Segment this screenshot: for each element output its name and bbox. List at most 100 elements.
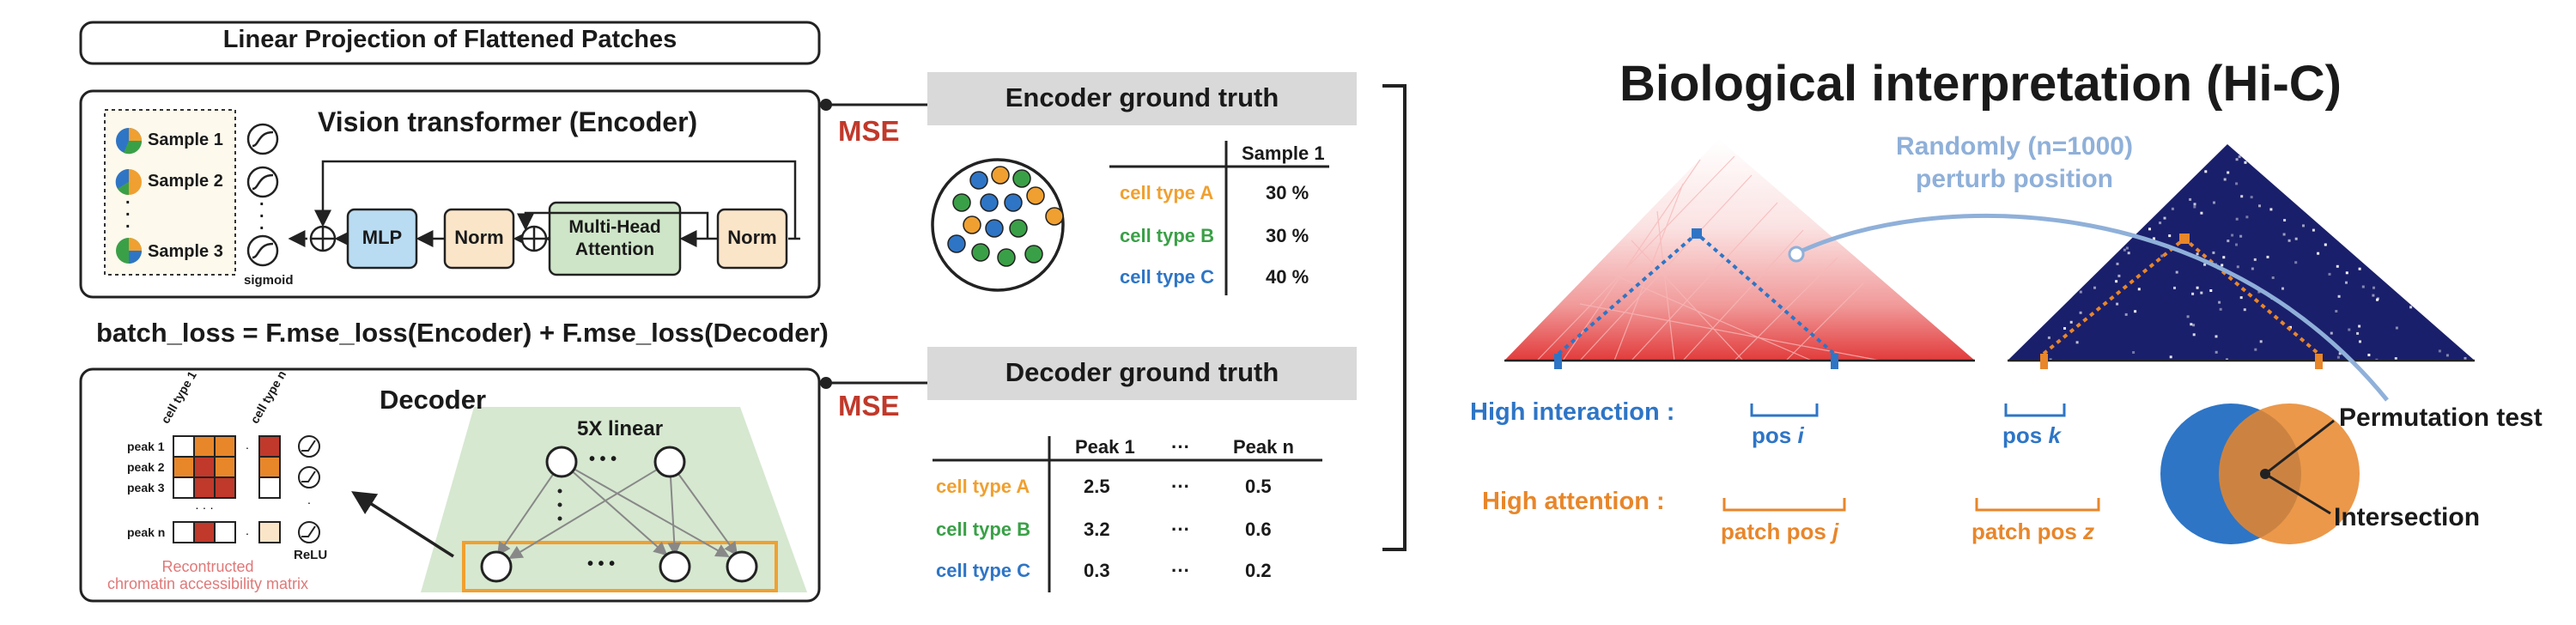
hic-speckle [2345,271,2348,275]
linear-nodes [480,446,758,583]
hic-speckle [2356,331,2360,335]
bio-title: Biological interpretation (Hi-C) [1619,56,2342,112]
hic-speckle [2116,262,2119,265]
hic-speckle [2191,292,2195,295]
hic-speckle [2250,196,2253,199]
encoder-mse-label: MSE [838,115,900,147]
sample-3-label: Sample 3 [148,242,223,261]
patch-pos-z-label: patch pos z [1971,519,2095,544]
hic-speckle [2266,255,2269,258]
linear-label: 5X linear [577,417,664,440]
sigmoid-ellipsis: ... [259,191,264,234]
encoder-title: Vision transformer (Encoder) [318,106,698,137]
hic-speckle [2283,219,2287,221]
group-bracket [1382,84,1406,551]
hic-speckle [2240,195,2244,198]
hic-speckle [2171,207,2174,210]
hic-speckle [2063,327,2066,330]
sample-1-label: Sample 1 [148,130,223,149]
sigmoid-icon-3 [246,234,279,267]
hic-speckle [2203,263,2207,266]
hic-speckle [2213,201,2215,204]
hic-speckle [2312,228,2315,232]
hic-speckle [2173,286,2176,289]
hic-speckle [2361,285,2365,288]
hic-speckle [2287,239,2291,242]
decoder-gt-a-mid: ··· [1171,476,1190,497]
output-layer-highlight [462,541,778,592]
hic-speckle [2125,246,2129,250]
hic-speckle [2302,224,2305,228]
hic-speckle [2282,233,2286,236]
hic-speckle [2200,211,2203,215]
linear-edges [496,461,738,560]
hic-speckle [2271,276,2275,279]
hic-speckle [2193,203,2196,206]
hic-speckle [2153,237,2155,240]
header-box [79,21,821,65]
hic-speckle [2231,234,2234,237]
hic-speckle [2238,155,2241,159]
perturb-arc [1793,213,2389,402]
encoder-gt-value-c: 40 % [1266,266,1309,288]
sample-2-pie-icon [115,168,142,196]
decoder-gt-a-1: 2.5 [1084,476,1110,497]
decoder-gt-a-n: 0.5 [1245,476,1272,497]
decoder-gt-type-b: cell type B [936,519,1031,540]
hic-speckle [2235,243,2238,246]
sigmoid-label: sigmoid [244,273,294,288]
hic-speckle [2159,221,2162,225]
encoder-gt-banner [927,72,1357,125]
hic-speckle [2115,280,2118,283]
patch-pos-z-bracket [1975,498,2100,512]
hic-speckle [2348,328,2351,331]
attention-label: Multi-Head Attention [568,217,661,259]
relu-dots: · [307,495,312,509]
hic-speckle [2317,252,2320,255]
hic-speckle [2251,267,2254,270]
hic-speckle [2219,307,2222,311]
hic-speckle [2223,178,2227,181]
hic-speckle [2169,355,2172,359]
patch-pos-j-label: patch pos j [1721,519,1839,544]
svg-text:·: · [246,440,250,454]
hic-speckle [2438,349,2441,353]
encoder-gt-type-c: cell type C [1120,266,1215,288]
hic-speckle [2294,237,2298,240]
pos-i-bracket [1750,404,1819,417]
svg-text:· · ·: · · · [195,501,214,514]
encoder-gt-type-a: cell type A [1120,182,1214,203]
decoder-gt-banner [927,347,1357,400]
residual-add-icon-1 [309,225,337,252]
hic-speckle [2395,326,2398,330]
hic-speckle [2116,302,2119,306]
hic-speckle [2236,265,2239,269]
hic-speckle [2335,310,2338,312]
relu-icon-2 [298,466,320,488]
relu-label: ReLU [294,548,328,562]
relu-icon-1 [298,435,320,458]
hic-speckle [2137,288,2141,291]
hic-speckle [2127,252,2130,255]
venn-diagram [2160,404,2360,544]
hic-speckle [2464,356,2467,360]
row-label-3: peak 3 [127,481,165,495]
hic-speckle [2257,290,2261,294]
hic-speckle [2200,291,2203,294]
pos-k-label: pos k [2002,422,2061,448]
hic-speckle [2132,351,2136,354]
hic-speckle [2196,286,2199,289]
relu-icon-3 [298,521,320,543]
hic-speckle [2221,264,2224,267]
hic-speckle [2345,281,2348,284]
hic-speckle [2186,315,2190,319]
sample-ellipsis: ... [125,189,131,232]
header-title: Linear Projection of Flattened Patches [222,26,677,53]
hic-speckle [2367,354,2371,356]
svg-text:·: · [246,526,250,540]
hic-speckle [2222,256,2226,259]
reconstructed-matrix: · · · · · [173,435,281,543]
hic-speckle [2338,352,2342,355]
hic-speckle [2409,306,2413,309]
